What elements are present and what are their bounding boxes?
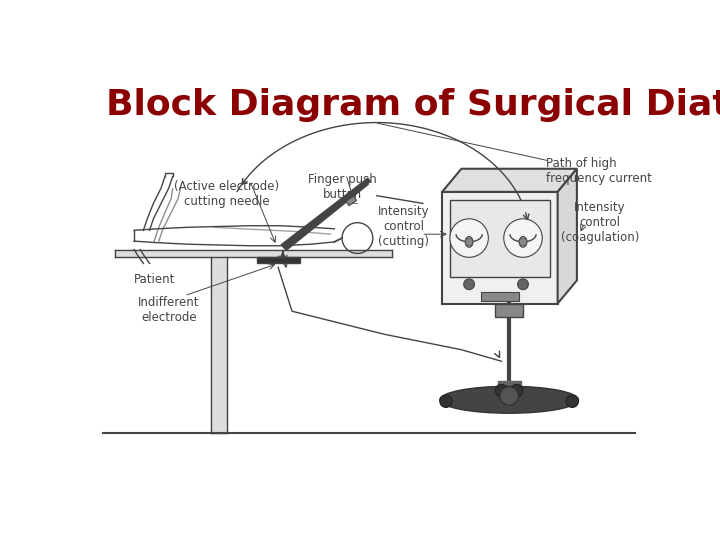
Bar [450,200,550,276]
Circle shape [440,395,452,408]
Circle shape [500,387,518,405]
Circle shape [464,279,474,289]
Circle shape [518,279,528,289]
Text: Indifferent
electrode: Indifferent electrode [138,296,199,324]
Circle shape [450,219,488,257]
Text: Path of high
frequency current: Path of high frequency current [546,157,652,185]
Text: Block Diagram of Surgical Diathermy: Block Diagram of Surgical Diathermy [106,88,720,122]
Circle shape [465,238,473,246]
Text: Intensity
control
(coagulation): Intensity control (coagulation) [561,201,639,244]
Bar [495,303,523,318]
Text: Intensity
control
(cutting): Intensity control (cutting) [378,205,429,248]
Ellipse shape [519,237,527,247]
Text: Finger push
button: Finger push button [307,173,377,200]
Bar [346,196,356,206]
Bar [257,257,300,264]
Circle shape [504,219,542,257]
Bar [442,192,558,303]
Polygon shape [558,168,577,303]
Circle shape [519,238,527,246]
Text: (Active electrode)
cutting needle: (Active electrode) cutting needle [174,180,279,208]
Ellipse shape [440,386,578,413]
Circle shape [566,395,578,408]
Ellipse shape [465,237,473,247]
Circle shape [510,384,523,397]
Text: Patient: Patient [134,273,176,286]
Circle shape [495,384,508,397]
Bar [481,292,519,301]
Polygon shape [442,168,577,192]
